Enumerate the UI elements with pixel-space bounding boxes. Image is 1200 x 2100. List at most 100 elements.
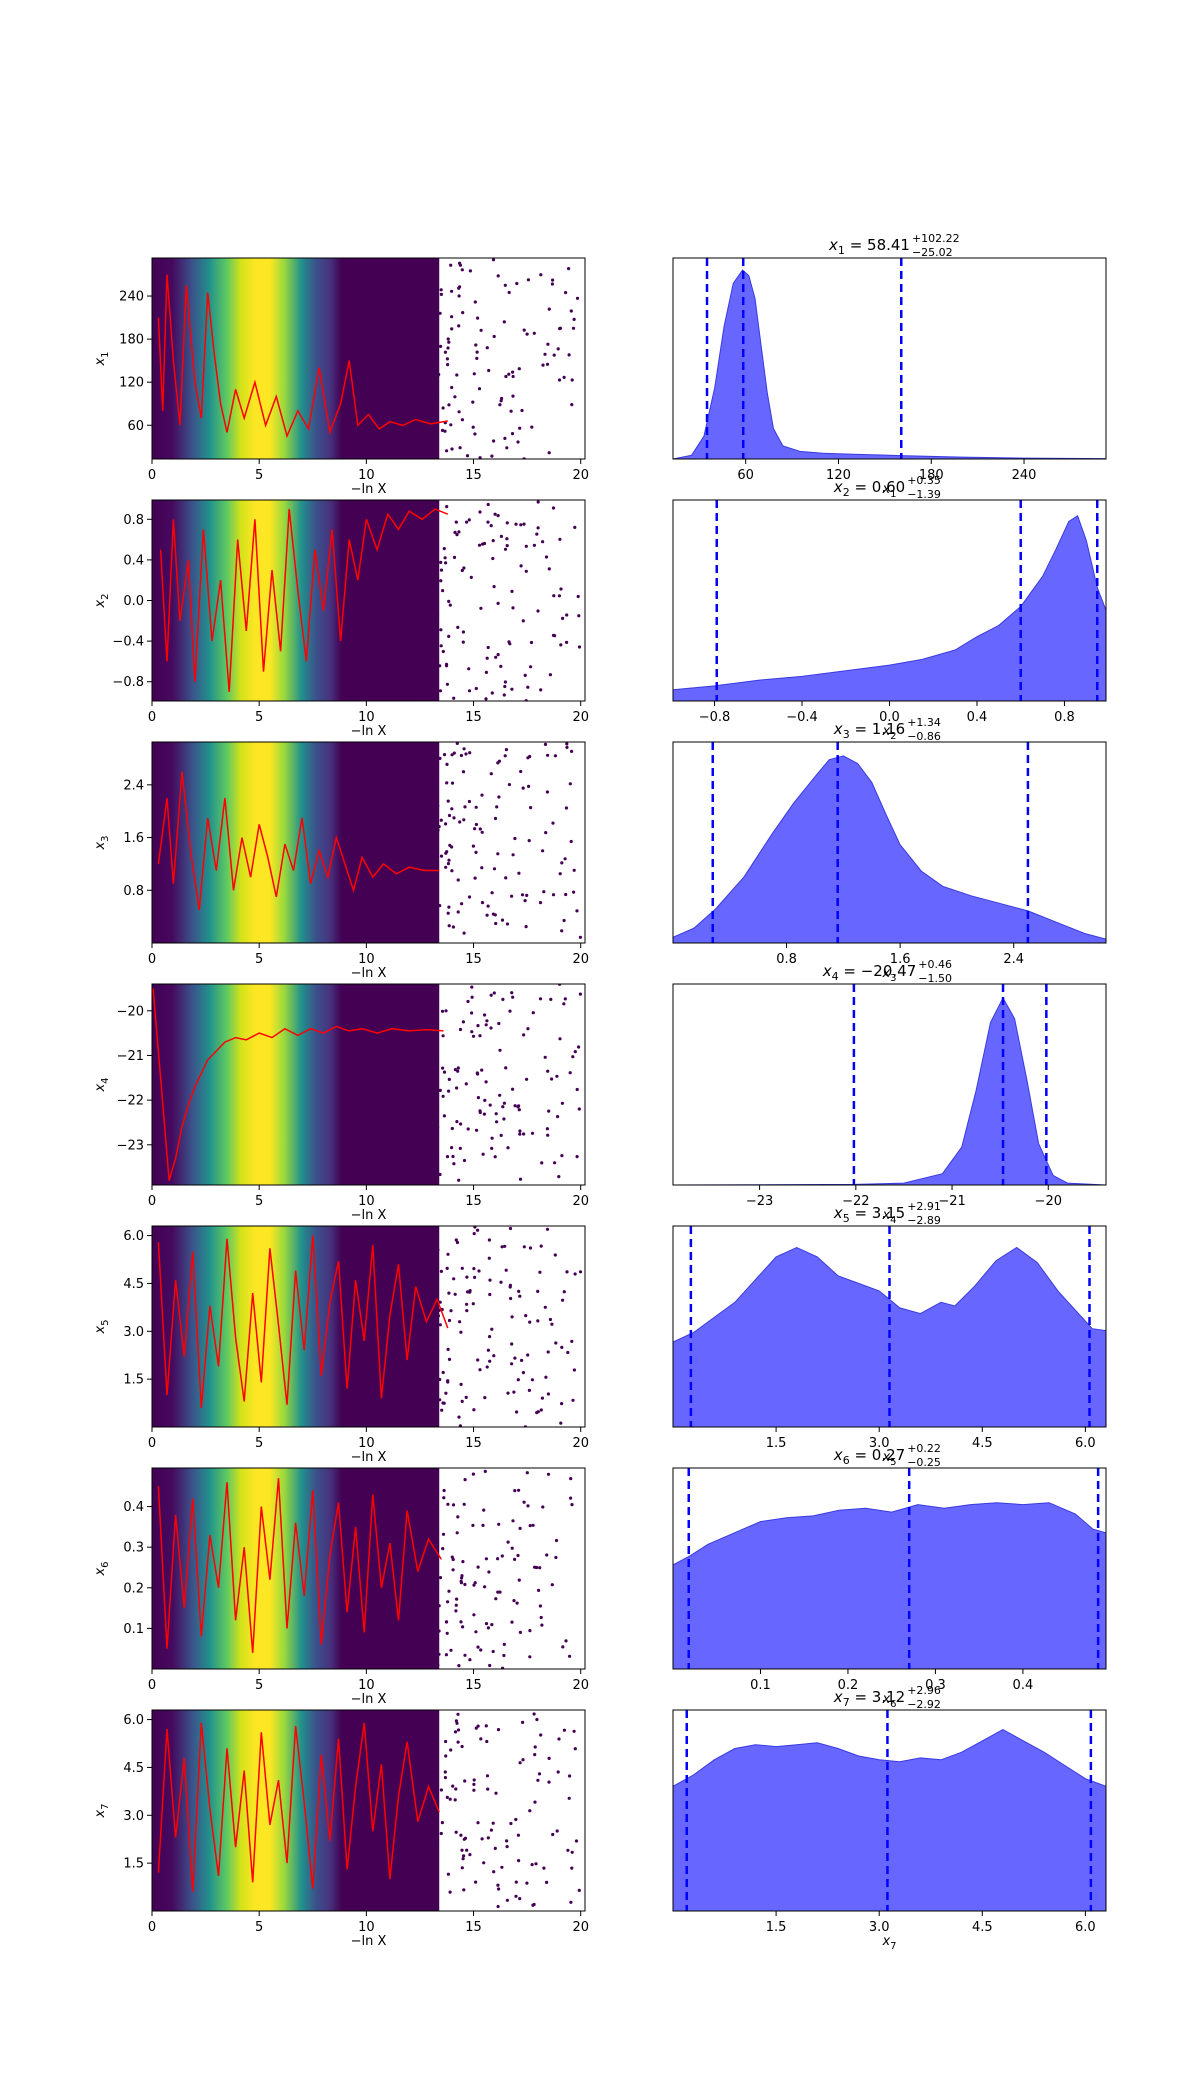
tail-point: [434, 1074, 438, 1079]
tail-point: [442, 1496, 446, 1500]
x-tick-label: 10: [358, 710, 375, 725]
tail-point: [484, 697, 488, 701]
tail-point: [425, 1523, 429, 1528]
tail-point: [418, 1354, 422, 1358]
tail-point: [510, 432, 515, 436]
panel-frame: [672, 983, 1107, 1186]
tail-point: [462, 1158, 467, 1163]
tail-point: [575, 296, 580, 300]
y-tick-label: 0.8: [123, 513, 144, 528]
tail-point: [471, 1472, 475, 1476]
title-subscript: 7: [843, 1696, 850, 1709]
tail-point: [495, 805, 499, 809]
y-tick-label: 120: [119, 376, 144, 391]
tail-point: [565, 640, 569, 645]
x-tick-label: 20: [572, 710, 589, 725]
tail-point: [440, 428, 445, 432]
tail-point: [431, 1662, 435, 1666]
tail-point: [474, 805, 478, 809]
tail-point: [420, 646, 424, 650]
tail-point: [520, 1358, 524, 1362]
tail-point: [533, 1565, 537, 1569]
panel-body: [673, 1468, 1106, 1669]
tail-point: [419, 1611, 423, 1616]
tail-point: [421, 415, 425, 419]
tail-point: [546, 753, 550, 757]
y-tick-label: −22: [117, 1094, 144, 1109]
tail-point: [423, 1160, 427, 1164]
tail-point: [422, 1905, 426, 1909]
axis-label: x1: [93, 351, 111, 366]
tail-point: [437, 1308, 441, 1312]
tail-point: [448, 1890, 452, 1894]
tail-point: [453, 1068, 457, 1072]
tail-point: [494, 655, 498, 659]
tail-point: [560, 929, 564, 933]
tail-point: [418, 1779, 422, 1783]
x-tick-label: −0.4: [786, 710, 818, 725]
tail-point: [528, 1246, 533, 1250]
tail-point: [456, 878, 460, 882]
panel-body: [152, 1226, 583, 1427]
sample-band: [152, 1710, 440, 1911]
trace-line: [157, 274, 448, 439]
axis-label-main: x: [881, 1934, 890, 1949]
tail-point: [421, 283, 425, 287]
trace-line: [157, 1478, 443, 1653]
x-axis-label: −ln X: [351, 482, 387, 497]
tail-point: [474, 850, 478, 855]
x-tick-label: 15: [465, 468, 482, 483]
tail-point: [438, 311, 442, 315]
tail-point: [438, 1088, 442, 1092]
tail-point: [427, 348, 431, 352]
tail-point: [485, 1019, 489, 1023]
tail-point: [490, 1136, 494, 1140]
tail-point: [462, 566, 466, 570]
posterior-density: [673, 755, 1106, 943]
tail-point: [503, 1244, 507, 1248]
tail-point: [449, 263, 453, 267]
x-tick-label: 6.0: [1075, 1436, 1096, 1451]
tail-point: [473, 1226, 477, 1229]
tail-point: [435, 1358, 440, 1362]
tail-point: [567, 1796, 571, 1800]
tail-point: [547, 567, 551, 571]
tail-point: [474, 822, 478, 827]
tail-point: [430, 665, 434, 670]
tail-point: [430, 261, 434, 265]
tail-point: [537, 1772, 542, 1776]
tail-point: [486, 1348, 490, 1352]
tail-point: [472, 1613, 476, 1617]
tail-point: [431, 1489, 435, 1493]
tail-point: [491, 1649, 495, 1654]
x-tick-label: 1.5: [766, 1436, 787, 1451]
tail-point: [426, 1633, 430, 1637]
tail-point: [476, 1096, 480, 1100]
x-tick-label: 0.3: [925, 1678, 946, 1693]
tail-point: [446, 862, 450, 866]
tail-point: [437, 1652, 441, 1656]
tail-point: [515, 1410, 519, 1414]
tail-point: [542, 1866, 546, 1870]
tail-point: [471, 400, 475, 404]
tail-point: [459, 1382, 463, 1386]
tail-point: [422, 1390, 427, 1394]
tail-point: [546, 1472, 551, 1476]
tail-point: [479, 1737, 483, 1741]
tail-point: [463, 1478, 467, 1482]
tail-point: [575, 1087, 579, 1092]
x-axis-label: −ln X: [351, 966, 387, 981]
panel-frame: [151, 983, 586, 1186]
tail-point: [439, 344, 443, 348]
x-tick-label: 240: [1012, 468, 1037, 483]
tail-point: [517, 1289, 521, 1293]
tail-point: [474, 1726, 478, 1730]
tail-point: [456, 1740, 460, 1744]
tail-point: [426, 1235, 430, 1239]
tail-point: [530, 1863, 534, 1867]
tail-point: [439, 1269, 443, 1273]
tail-point: [478, 456, 482, 459]
tail-point: [425, 1722, 429, 1726]
tail-point: [446, 363, 450, 367]
trace-panel-x1: 0 5 10 15 20 60 120 180 240 −ln X x1: [93, 257, 589, 497]
